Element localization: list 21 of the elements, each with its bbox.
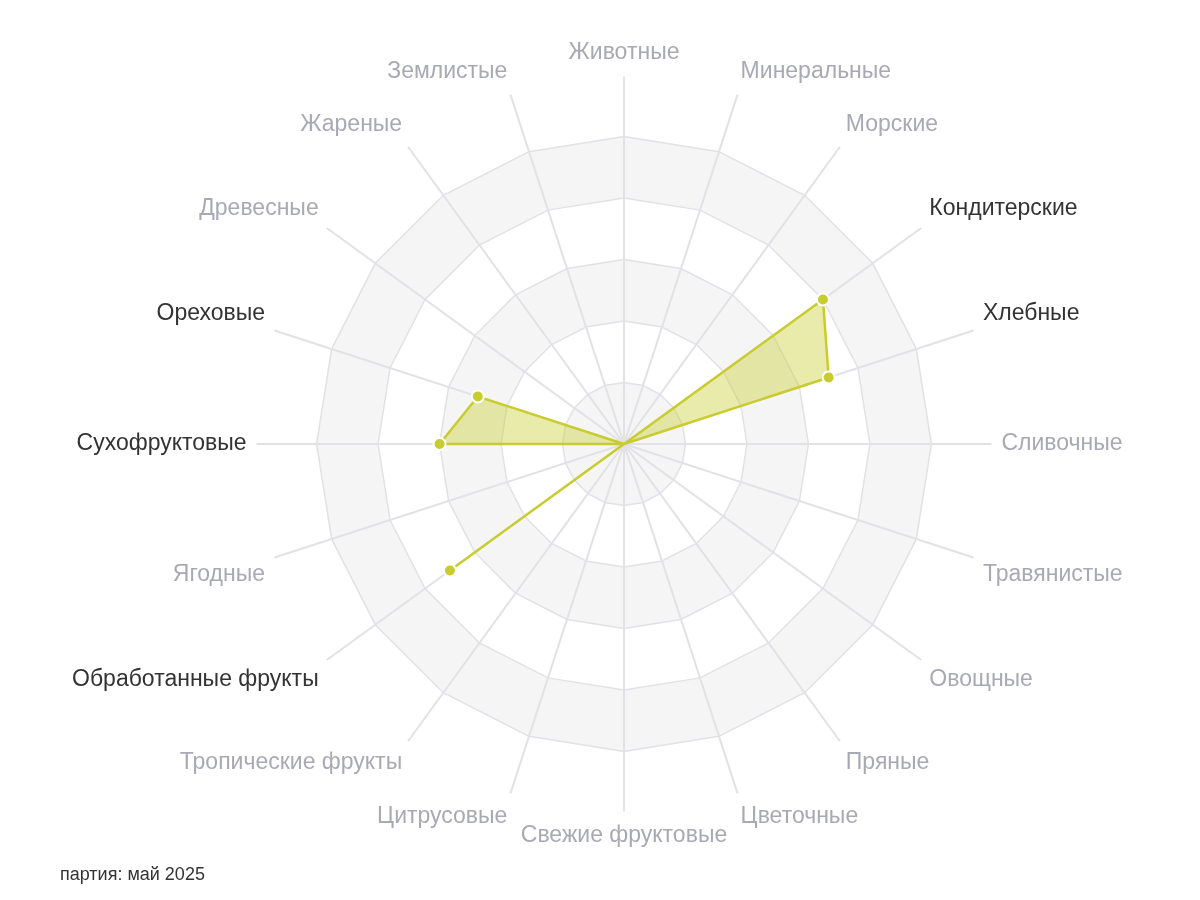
- spoke-label: Овощные: [929, 664, 1033, 691]
- spoke-label: Ореховые: [156, 298, 266, 325]
- spoke-label: Цитрусовые: [377, 802, 508, 829]
- spoke-label: Обработанные фрукты: [72, 664, 319, 691]
- spoke-label: Кондитерские: [929, 193, 1078, 220]
- spoke-label: Минеральные: [740, 56, 892, 83]
- spoke-label: Цветочные: [740, 802, 859, 829]
- spoke-label: Травянистые: [982, 559, 1123, 586]
- spoke-label: Древесные: [199, 193, 319, 220]
- spoke-label: Тропические фрукты: [179, 748, 403, 775]
- spoke-label: Хлебные: [982, 298, 1080, 325]
- spoke-label: Сливочные: [1001, 429, 1123, 456]
- spoke-label: Жареные: [300, 110, 403, 137]
- spoke-label: Свежие фруктовые: [520, 820, 728, 847]
- spoke-label: Землистые: [387, 56, 508, 83]
- text: партия: май 2025: [60, 864, 205, 885]
- spoke-label: Сухофруктовые: [76, 429, 247, 456]
- spoke-label: Животные: [568, 38, 680, 65]
- spoke-label: Морские: [845, 110, 939, 137]
- spoke-label: Пряные: [845, 748, 930, 775]
- spoke-label: Ягодные: [172, 559, 266, 586]
